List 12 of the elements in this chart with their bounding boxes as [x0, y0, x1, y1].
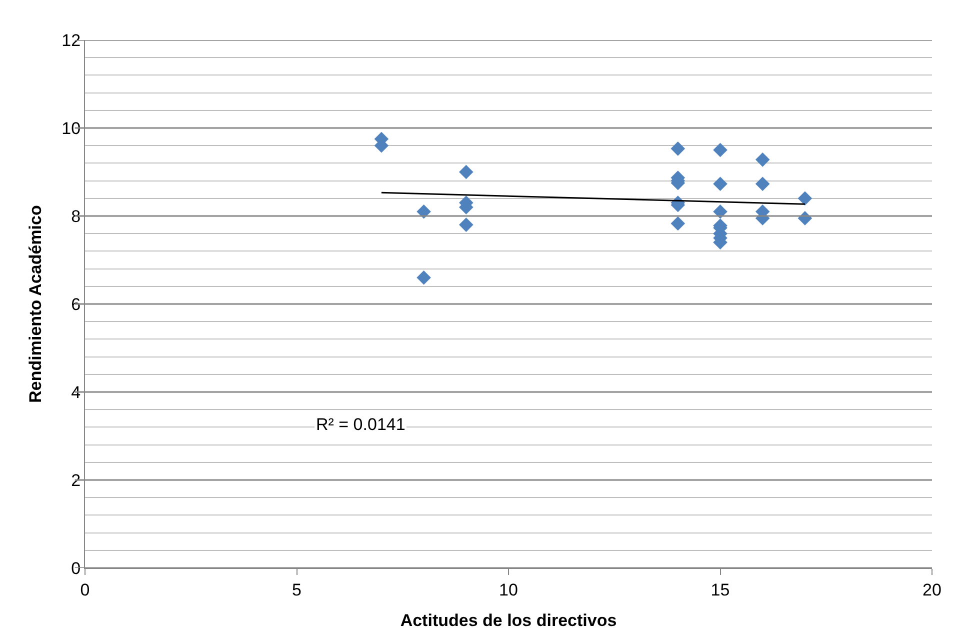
y-tick-label: 10 [62, 118, 81, 138]
x-tick-label: 10 [499, 580, 518, 600]
y-axis-title: Rendimiento Académico [26, 205, 46, 403]
x-tick-label: 5 [292, 580, 302, 600]
x-tick-label: 20 [922, 580, 942, 600]
x-tick-label: 15 [710, 580, 730, 600]
annotation: R² = 0.0141 [316, 415, 406, 434]
x-axis-title: Actitudes de los directivos [400, 610, 617, 630]
y-tick-label: 4 [71, 382, 81, 402]
y-tick-label: 0 [71, 558, 81, 578]
y-tick-label: 12 [62, 30, 81, 50]
y-tick-label: 6 [71, 294, 81, 314]
